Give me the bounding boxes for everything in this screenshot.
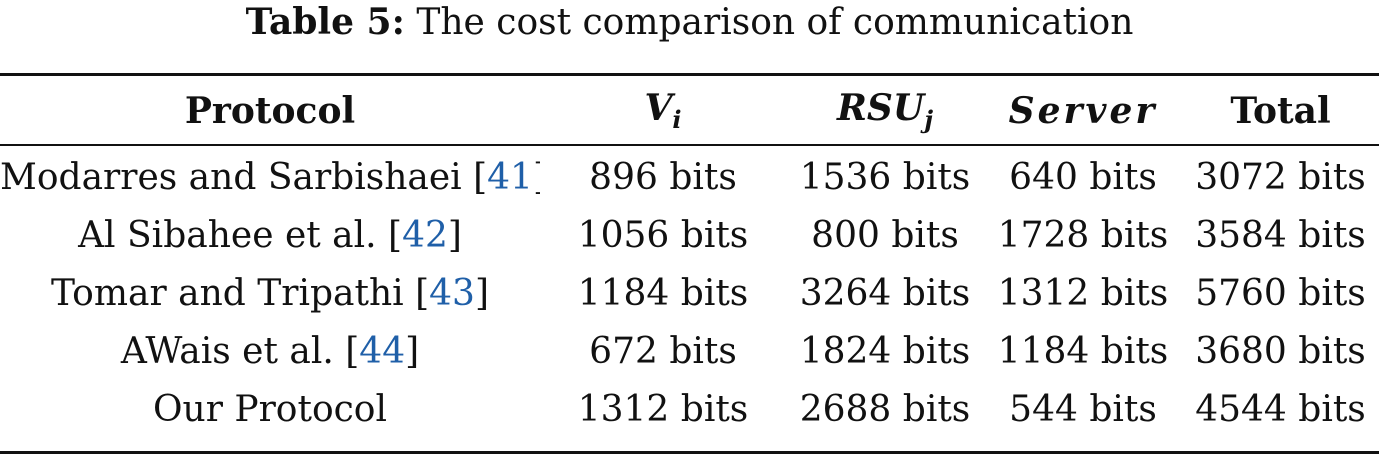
header-server: Server xyxy=(1008,90,1158,132)
rsu-cost-cell: 3264 bits xyxy=(799,272,971,314)
header-rule xyxy=(0,144,1379,146)
server-cost-cell: 1728 bits xyxy=(997,214,1169,256)
protocol-name: Modarres and Sarbishaei xyxy=(0,156,462,198)
table-row: Our Protocol 1312 bits 2688 bits 544 bit… xyxy=(0,380,1379,438)
header-vehicle: Vi xyxy=(540,78,786,144)
caption-text: The cost comparison of communication xyxy=(416,2,1134,43)
vehicle-cost-cell: 1056 bits xyxy=(577,214,749,256)
protocol-name: Our Protocol xyxy=(153,388,387,430)
protocol-name: Tomar and Tripathi xyxy=(50,272,404,314)
reference-link[interactable]: 41 xyxy=(487,156,533,198)
protocol-name: Al Sibahee et al. xyxy=(78,214,377,256)
server-cost-cell: 544 bits xyxy=(1009,388,1157,430)
total-cost-cell: 4544 bits xyxy=(1195,388,1366,430)
header-vehicle-sub: i xyxy=(672,105,682,135)
protocol-cell: AWais et al. [44] xyxy=(120,330,420,372)
total-cost-cell: 3584 bits xyxy=(1195,214,1366,256)
top-rule xyxy=(0,73,1379,76)
vehicle-cost-cell: 1312 bits xyxy=(577,388,749,430)
protocol-name: AWais et al. xyxy=(120,330,334,372)
reference-link[interactable]: 43 xyxy=(429,272,475,314)
reference-link[interactable]: 44 xyxy=(359,330,406,372)
rsu-cost-cell: 2688 bits xyxy=(799,388,971,430)
total-cost-cell: 3680 bits xyxy=(1195,330,1366,372)
header-protocol: Protocol xyxy=(184,90,356,132)
bottom-rule xyxy=(0,451,1379,454)
rsu-cost-cell: 1824 bits xyxy=(799,330,971,372)
header-rsu-base: RSU xyxy=(837,87,925,130)
rsu-cost-cell: 1536 bits xyxy=(799,156,971,198)
table-row: Al Sibahee et al. [42] 1056 bits 800 bit… xyxy=(0,206,1379,264)
vehicle-cost-cell: 1184 bits xyxy=(577,272,749,314)
table-row: Modarres and Sarbishaei [41] 896 bits 15… xyxy=(0,144,1379,206)
header-rsu-sub: j xyxy=(924,105,933,135)
caption-label: Table 5: xyxy=(245,1,405,43)
protocol-cell: Al Sibahee et al. [42] xyxy=(78,214,462,256)
reference-link[interactable]: 42 xyxy=(402,214,448,256)
rsu-cost-cell: 800 bits xyxy=(811,214,959,256)
table-caption: Table 5: The cost comparison of communic… xyxy=(0,0,1379,50)
protocol-cell: Our Protocol xyxy=(0,380,540,438)
vehicle-cost-cell: 672 bits xyxy=(589,330,737,372)
vehicle-cost-cell: 896 bits xyxy=(589,156,737,198)
header-vehicle-base: V xyxy=(644,87,673,130)
cost-comparison-table: Protocol Vi RSUj Server Total Modarres a… xyxy=(0,78,1379,438)
server-cost-cell: 640 bits xyxy=(1009,156,1157,198)
total-cost-cell: 3072 bits xyxy=(1195,156,1366,198)
table-row: AWais et al. [44] 672 bits 1824 bits 118… xyxy=(0,322,1379,380)
protocol-cell: Modarres and Sarbishaei [41] xyxy=(0,156,540,198)
header-row: Protocol Vi RSUj Server Total xyxy=(0,78,1379,144)
server-cost-cell: 1184 bits xyxy=(997,330,1169,372)
header-rsu: RSUj xyxy=(786,78,984,144)
header-total: Total xyxy=(1230,90,1331,132)
table-row: Tomar and Tripathi [43] 1184 bits 3264 b… xyxy=(0,264,1379,322)
protocol-cell: Tomar and Tripathi [43] xyxy=(50,272,490,314)
total-cost-cell: 5760 bits xyxy=(1195,272,1366,314)
server-cost-cell: 1312 bits xyxy=(997,272,1169,314)
